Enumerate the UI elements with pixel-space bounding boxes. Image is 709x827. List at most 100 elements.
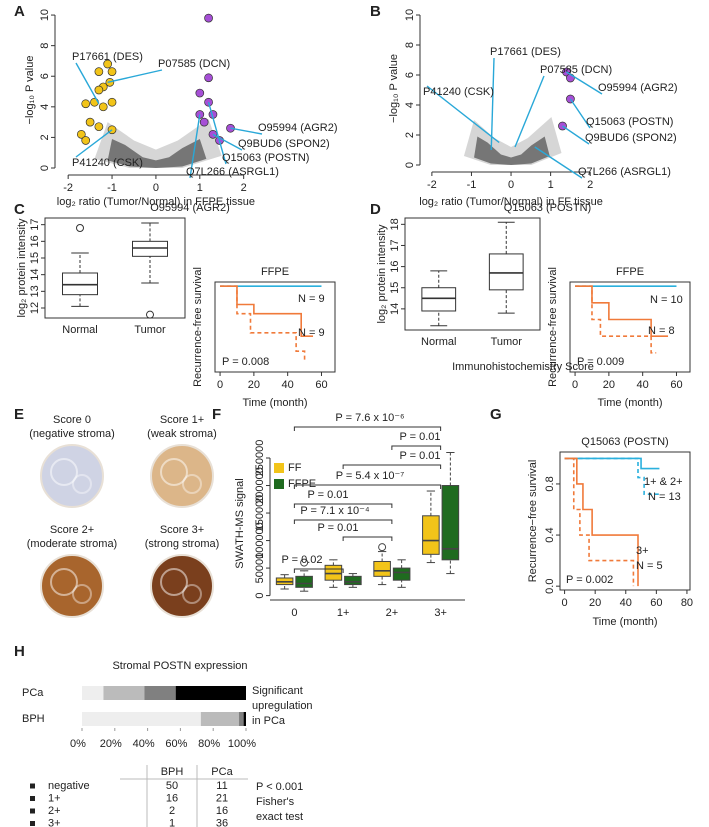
x-tick-label: 60% bbox=[165, 738, 187, 750]
table-row-label: 2+ bbox=[48, 805, 61, 817]
box bbox=[422, 515, 440, 555]
y-tick-label: 2 bbox=[404, 132, 416, 138]
chart-title: Stromal POSTN expression bbox=[112, 660, 247, 672]
point bbox=[94, 122, 104, 132]
x-tick-label: -1 bbox=[467, 179, 477, 191]
annotation-arrow bbox=[562, 125, 590, 145]
annotation: P = 0.01 bbox=[399, 431, 440, 443]
legend-swatch bbox=[30, 783, 35, 789]
annotation: Q7L266 (ASRGL1) bbox=[186, 166, 279, 178]
x-axis-label: Time (month) bbox=[593, 616, 658, 628]
point bbox=[81, 136, 91, 145]
survival-curve bbox=[564, 457, 660, 470]
annotation-arrow bbox=[490, 57, 495, 151]
table-cell: 36 bbox=[216, 817, 228, 827]
y-tick-label: 8 bbox=[404, 42, 416, 48]
table-cell: 11 bbox=[216, 780, 227, 792]
x-axis-label: log₂ ratio (Tumor/Normal) in FFPE tissue bbox=[57, 196, 255, 208]
point bbox=[98, 102, 108, 112]
bar-segment bbox=[144, 686, 176, 700]
x-tick-label: Normal bbox=[421, 336, 456, 348]
point bbox=[94, 85, 104, 95]
annotation: N = 8 bbox=[648, 325, 675, 337]
point bbox=[76, 130, 86, 139]
note: Fisher's bbox=[256, 796, 295, 808]
y-tick-label: 6 bbox=[39, 73, 51, 79]
box bbox=[62, 272, 98, 296]
survival-curve bbox=[564, 457, 635, 587]
y-tick-label: 0 bbox=[404, 162, 416, 168]
table-row-label: negative bbox=[48, 780, 90, 792]
comparison-bracket bbox=[342, 536, 393, 541]
survival-curve bbox=[220, 285, 314, 337]
y-tick-label: 250000 bbox=[254, 440, 266, 477]
y-tick-label: 2 bbox=[39, 134, 51, 140]
y-axis-label: −log₁₀ P value bbox=[24, 56, 36, 125]
tissue-texture bbox=[50, 568, 78, 596]
annotation-arrow bbox=[207, 102, 227, 165]
table-header: BPH bbox=[161, 766, 184, 778]
annotation: P07585 (DCN) bbox=[158, 58, 230, 70]
table-cell: 2 bbox=[169, 805, 175, 817]
annotation: P = 0.01 bbox=[307, 489, 348, 501]
box bbox=[488, 253, 524, 291]
background-cloud bbox=[474, 136, 550, 165]
panel-label: H bbox=[14, 643, 25, 660]
annotation-arrow bbox=[107, 69, 163, 84]
legend-label: FFPE bbox=[288, 478, 316, 490]
comparison-bracket bbox=[293, 519, 393, 524]
legend-swatch bbox=[30, 821, 35, 826]
y-tick-label: 6 bbox=[404, 72, 416, 78]
tissue-texture bbox=[182, 474, 202, 494]
annotation: Q9BUD6 (SPON2) bbox=[238, 138, 330, 150]
image-title: Score 3+ bbox=[160, 524, 204, 536]
x-tick-label: -2 bbox=[427, 179, 437, 191]
x-tick-label: -2 bbox=[63, 182, 73, 194]
x-tick-label: 1+ bbox=[337, 607, 350, 619]
x-tick-label: 0 bbox=[291, 607, 297, 619]
annotation: N = 10 bbox=[650, 294, 683, 306]
y-tick-label: 200000 bbox=[254, 467, 266, 504]
legend-swatch bbox=[274, 463, 284, 473]
tissue-texture bbox=[160, 458, 188, 486]
point bbox=[204, 73, 213, 83]
x-tick-label: 40 bbox=[637, 379, 649, 391]
y-axis-label: Recurrence-free survival bbox=[547, 267, 559, 387]
y-axis-label: −log₁₀ P value bbox=[388, 54, 400, 123]
outlier bbox=[378, 543, 387, 552]
x-tick-label: 20 bbox=[589, 597, 601, 609]
annotation: P = 0.01 bbox=[399, 450, 440, 462]
x-tick-label: 80% bbox=[198, 738, 220, 750]
x-tick-label: 20% bbox=[100, 738, 122, 750]
y-tick-label: 12 bbox=[29, 302, 41, 314]
category-label: BPH bbox=[22, 713, 45, 725]
annotation: P17661 (DES) bbox=[490, 46, 561, 58]
point bbox=[195, 88, 205, 98]
y-tick-label: 0.4 bbox=[544, 527, 556, 542]
annotation: 3+ bbox=[636, 545, 649, 557]
y-tick-label: 10 bbox=[404, 9, 416, 21]
x-tick-label: 0 bbox=[572, 379, 578, 391]
y-tick-label: 17 bbox=[29, 219, 41, 231]
box bbox=[373, 560, 391, 577]
comparison-bracket bbox=[293, 503, 393, 508]
table-cell: 21 bbox=[216, 792, 228, 804]
y-tick-label: 14 bbox=[29, 269, 41, 281]
note: Significant bbox=[252, 685, 303, 697]
annotation: P = 5.4 x 10⁻⁷ bbox=[336, 470, 405, 482]
annotation: P = 0.02 bbox=[281, 554, 322, 566]
y-tick-label: 50000 bbox=[254, 553, 266, 584]
y-tick-label: 150000 bbox=[254, 495, 266, 532]
y-tick-label: 15 bbox=[389, 282, 401, 294]
survival-curve bbox=[220, 285, 306, 361]
table-header: PCa bbox=[211, 766, 233, 778]
image-subtitle: (negative stroma) bbox=[29, 428, 115, 440]
box bbox=[132, 240, 168, 257]
background-cloud bbox=[107, 138, 207, 168]
bar-segment bbox=[82, 686, 104, 700]
y-axis-label: Recurrence-free survival bbox=[192, 267, 204, 387]
tissue-core bbox=[150, 444, 214, 508]
bar-segment bbox=[243, 712, 246, 726]
comparison-bracket bbox=[391, 445, 442, 450]
annotation: N = 9 bbox=[298, 327, 325, 339]
